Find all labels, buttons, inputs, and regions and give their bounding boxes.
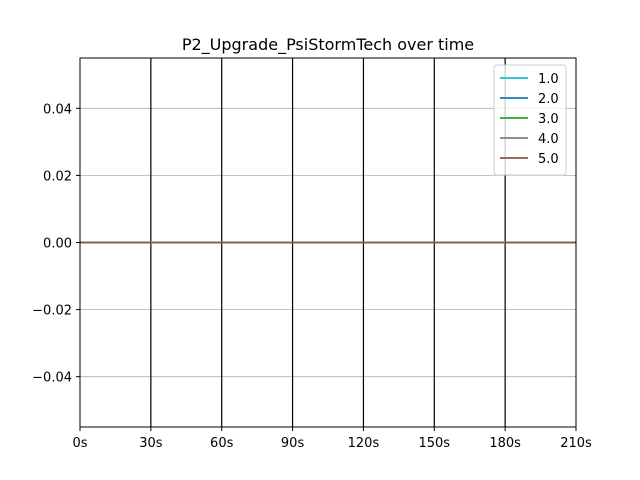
x-tick-label: 30s [139,436,163,451]
legend-label-3.0: 3.0 [538,112,559,127]
x-tick-label: 150s [418,436,450,451]
x-tick-label: 120s [348,436,380,451]
chart-title: P2_Upgrade_PsiStormTech over time [182,35,474,55]
y-tick-label: 0.04 [43,102,72,117]
legend-label-1.0: 1.0 [538,72,559,87]
x-tick-label: 180s [489,436,521,451]
legend-label-4.0: 4.0 [538,132,559,147]
legend-label-2.0: 2.0 [538,92,559,107]
x-tick-label: 60s [210,436,234,451]
y-tick-label: −0.02 [32,304,72,319]
x-tick-label: 210s [560,436,592,451]
legend-label-5.0: 5.0 [538,152,559,167]
y-tick-label: 0.02 [43,169,72,184]
y-tick-layer: 0.04 0.02 0.00 −0.02 −0.04 [32,102,80,386]
x-tick-layer: 0s 30s 60s 90s 120s 150s 180s 210s [72,427,592,451]
x-tick-label: 0s [72,436,87,451]
x-tick-label: 90s [281,436,305,451]
y-tick-label: 0.00 [43,237,72,252]
legend: 1.0 2.0 3.0 4.0 5.0 [493,64,567,176]
legend-box [493,64,567,176]
y-tick-label: −0.04 [32,371,72,386]
